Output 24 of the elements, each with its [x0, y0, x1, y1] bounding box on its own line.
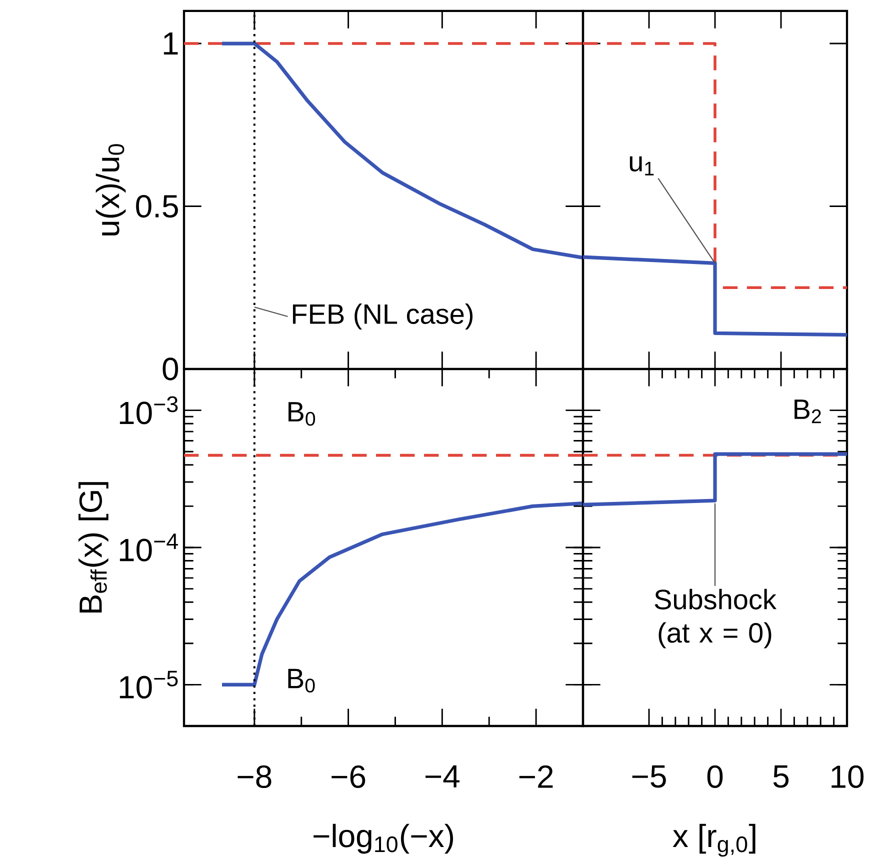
y-tick-label: 10$^{−5}$ [120, 670, 178, 699]
x-tick-label: 0 [707, 765, 723, 788]
y-axis-title: u(x)/u$_{0}$ [96, 144, 126, 236]
x-tick-label: −5 [632, 765, 666, 788]
annotation: u$_{1}$ [630, 156, 654, 176]
x-tick-label: −8 [238, 765, 272, 788]
x-tick-label: 5 [773, 765, 789, 788]
annotation: B$_{0}$ [288, 668, 315, 692]
y-tick-label: 10$^{−3}$ [120, 396, 178, 424]
y-tick-label: 0.5 [136, 194, 178, 218]
annotation: B$_{2}$ [794, 400, 821, 424]
annotation: Subshock (at x = 0) [654, 588, 776, 648]
annotation: FEB (NL case) [292, 303, 473, 330]
y-tick-label: 0 [162, 358, 178, 380]
x-tick-label: −6 [332, 765, 366, 788]
annotation: B$_{0}$ [288, 402, 316, 426]
y-tick-label: 1 [164, 32, 178, 55]
x-tick-label: −2 [519, 765, 553, 788]
x-axis-title: −log$_{10}$(−x) [314, 824, 454, 854]
x-tick-label: 10 [832, 765, 864, 788]
x-tick-label: −4 [426, 765, 460, 788]
y-axis-title: B$_{eff}$(x) [G] [78, 482, 108, 613]
y-tick-label: 10$^{−4}$ [120, 534, 178, 562]
x-axis-title: x [r$_{g,0}$] [672, 824, 756, 857]
